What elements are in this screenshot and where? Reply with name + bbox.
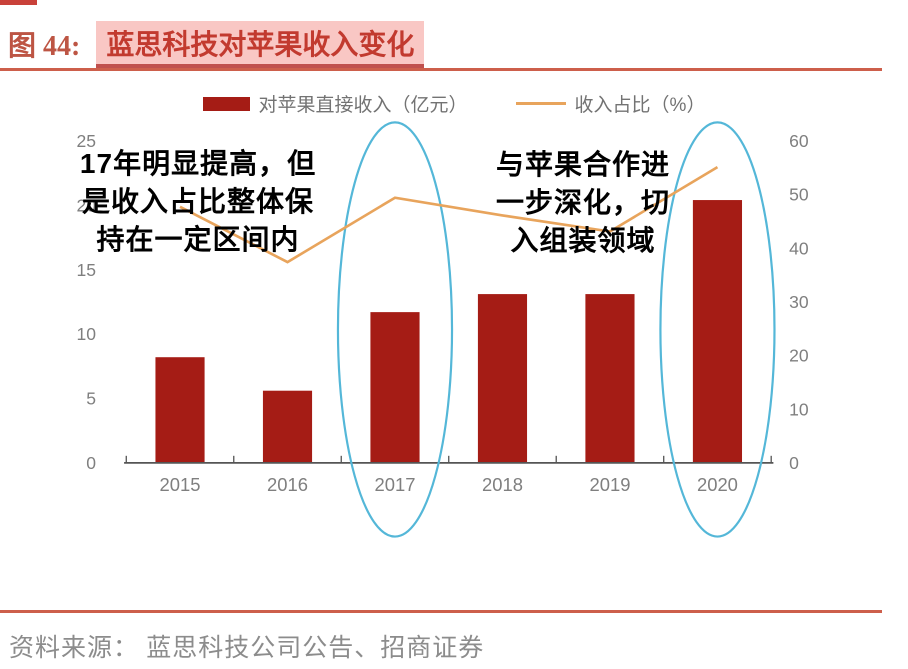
right-axis-tick-50: 50 [789,185,809,205]
figure-number-label: 图 44: [8,31,81,62]
left-axis-tick-15: 15 [76,260,96,280]
annotation-left-line1: 17年明显提高，但 [79,148,317,179]
annotation-right-line2: 一步深化，切 [495,187,670,218]
figure-title-row: 图 44: 蓝思科技对苹果收入变化 [8,20,425,68]
bar-line-chart-svg: 0 5 10 15 20 25 0 10 20 30 40 50 60 2015 2016 2017 2018 2… [76,121,809,538]
bar-2018 [477,294,528,463]
legend-label-share: 收入占比（%） [574,95,706,116]
annotation-left-line2: 是收入占比整体保 [81,186,314,217]
revenue-share-line [179,165,719,264]
highlight-ellipse-2020 [659,121,776,538]
x-axis-label-2020: 2020 [697,474,738,495]
bar-2015 [155,357,205,463]
right-axis-tick-20: 20 [789,346,809,366]
annotation-right-line1: 与苹果合作进 [495,149,670,180]
left-axis-tick-25: 25 [76,131,96,151]
annotation-right: 与苹果合作进 一步深化，切 入组装领域 [466,146,700,260]
left-axis-tick-10: 10 [76,324,96,344]
bar-2019 [585,294,635,463]
legend-item-share-line: 收入占比（%） [515,90,706,117]
legend-label-revenue: 对苹果直接收入（亿元） [258,95,468,116]
x-axis-label-2019: 2019 [589,474,630,495]
x-axis-label-2015: 2015 [160,474,201,495]
right-axis-tick-10: 10 [789,399,809,419]
left-axis-tick-5: 5 [86,389,96,409]
line-series-swatch [515,102,566,105]
x-axis-label-2018: 2018 [482,474,523,495]
source-text: 资料来源： 蓝思科技公司公告、招商证券 [9,635,485,662]
bar-2016 [262,390,313,463]
legend-item-revenue-bar: 对苹果直接收入（亿元） [202,90,468,117]
right-axis-tick-30: 30 [789,292,809,312]
annotation-right-line3: 入组装领域 [510,225,656,256]
bottom-divider-rule [0,610,882,613]
right-axis-tick-60: 60 [789,131,809,151]
corner-red-mark [0,0,37,5]
right-axis-tick-40: 40 [789,238,809,258]
bar-series-swatch [202,96,250,111]
annotation-left-line3: 持在一定区间内 [96,224,300,255]
highlight-ellipse-2017 [336,121,454,538]
annotation-left: 17年明显提高，但 是收入占比整体保 持在一定区间内 [56,145,340,259]
x-axis-label-2016: 2016 [267,474,308,495]
left-axis-tick-20: 20 [76,195,96,215]
title-divider-rule [0,68,882,71]
chart-legend: 对苹果直接收入（亿元） 收入占比（%） [0,90,908,117]
bar-2020 [692,200,743,463]
x-axis-label-2017: 2017 [375,474,416,495]
figure-title-highlighted: 蓝思科技对苹果收入变化 [96,20,425,68]
left-axis-tick-0: 0 [86,453,96,473]
right-axis-tick-0: 0 [789,453,799,473]
bar-2017 [370,312,420,463]
